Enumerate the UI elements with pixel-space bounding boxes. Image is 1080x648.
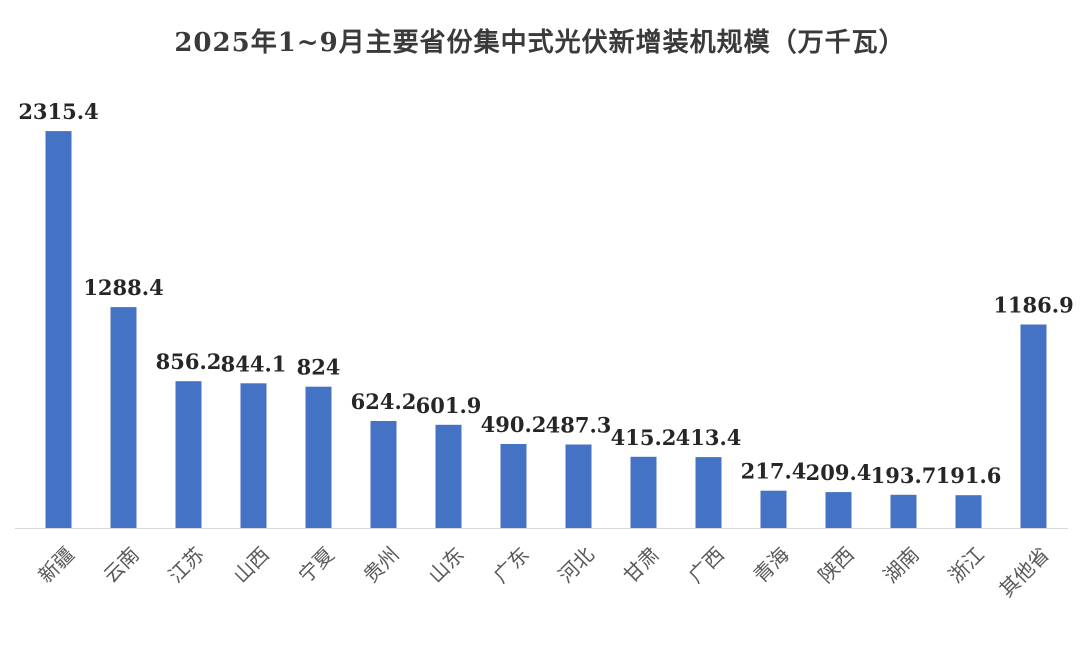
bar-10 xyxy=(630,456,657,528)
value-label-5: 824 xyxy=(297,355,341,380)
category-label-15: 浙江 xyxy=(944,542,989,587)
category-label-14: 湖南 xyxy=(879,542,924,587)
category-label-11: 广西 xyxy=(684,542,729,587)
value-label-14: 193.7 xyxy=(871,463,937,488)
value-label-16: 1186.9 xyxy=(993,293,1073,318)
category-label-12: 青海 xyxy=(749,542,794,587)
category-label-8: 广东 xyxy=(489,542,534,587)
bar-11 xyxy=(695,457,722,528)
bar-6 xyxy=(370,421,397,528)
bar-7 xyxy=(435,424,462,528)
value-label-1: 2315.4 xyxy=(18,99,98,124)
category-label-9: 河北 xyxy=(554,542,599,587)
category-label-5: 宁夏 xyxy=(294,542,339,587)
value-label-4: 844.1 xyxy=(221,351,287,376)
value-label-9: 487.3 xyxy=(546,413,612,438)
bar-4 xyxy=(240,383,267,528)
category-labels-group: 新疆 云南 江苏 山西 宁夏 贵州 山东 广东 河北 甘肃 广西 青海 陕西 湖南 浙江 其他省 xyxy=(34,542,1054,601)
value-label-8: 490.2 xyxy=(481,412,547,437)
category-label-7: 山东 xyxy=(424,542,469,587)
value-label-6: 624.2 xyxy=(351,389,417,414)
bar-9 xyxy=(565,444,592,528)
bar-2 xyxy=(110,307,137,528)
bar-8 xyxy=(500,444,527,528)
bar-13 xyxy=(825,492,852,528)
chart-title: 2025年1~9月主要省份集中式光伏新增装机规模（万千瓦） xyxy=(174,28,906,58)
bars-group xyxy=(45,131,1047,528)
bar-15 xyxy=(955,495,982,528)
category-label-1: 新疆 xyxy=(34,542,79,587)
value-label-12: 217.4 xyxy=(741,459,807,484)
category-label-3: 江苏 xyxy=(164,542,209,587)
value-label-7: 601.9 xyxy=(416,393,482,418)
bar-16 xyxy=(1020,324,1047,528)
value-label-11: 413.4 xyxy=(676,425,742,450)
category-label-13: 陕西 xyxy=(814,542,859,587)
category-label-4: 山西 xyxy=(229,542,274,587)
value-labels-group: 2315.4 1288.4 856.2 844.1 824 624.2 601.9490.2… xyxy=(18,99,1073,488)
value-label-13: 209.4 xyxy=(806,460,872,485)
category-label-6: 贵州 xyxy=(359,542,404,587)
value-label-2: 1288.4 xyxy=(83,275,163,300)
bar-1 xyxy=(45,131,72,528)
bar-12 xyxy=(760,490,787,528)
category-label-16: 其他省 xyxy=(994,542,1053,601)
value-label-15: 191.6 xyxy=(936,463,1002,488)
value-label-3: 856.2 xyxy=(156,349,222,374)
bar-3 xyxy=(175,381,202,528)
category-label-10: 甘肃 xyxy=(619,542,664,587)
bar-5 xyxy=(305,386,332,528)
value-label-10: 415.2 xyxy=(611,425,677,450)
category-label-2: 云南 xyxy=(99,542,144,587)
bar-14 xyxy=(890,494,917,528)
